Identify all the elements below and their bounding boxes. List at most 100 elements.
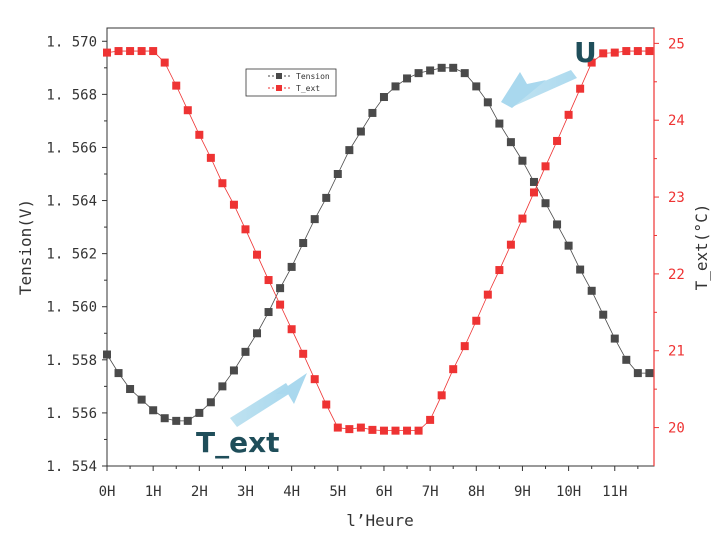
legend-marker-t-ext: [276, 85, 282, 91]
tension-point: [241, 347, 250, 356]
tension-point: [529, 177, 538, 186]
tension-point: [322, 193, 331, 202]
series-tension: [103, 63, 654, 425]
x-tick-label: 8H: [468, 484, 485, 500]
tension-point: [276, 284, 285, 293]
tension-point: [160, 414, 169, 423]
tension-point: [183, 416, 192, 425]
tension-point: [553, 220, 562, 229]
t-ext-point: [645, 47, 654, 56]
tension-point: [218, 382, 227, 391]
annotation-label-u: U: [574, 36, 597, 69]
x-tick-label: 2H: [191, 484, 208, 500]
t-ext-line: [106, 50, 650, 432]
t-ext-point: [495, 266, 504, 275]
legend-label-tension: Tension: [296, 72, 330, 81]
annotation-arrow-u: [501, 70, 577, 108]
tension-point: [114, 369, 123, 378]
t-ext-point: [287, 325, 296, 334]
y-right-tick-label: 25: [668, 36, 685, 52]
x-axis-title: l’Heure: [346, 511, 413, 530]
tension-point: [495, 119, 504, 128]
tension-point: [633, 369, 642, 378]
annotation-label-t-ext: T_ext: [196, 426, 280, 459]
t-ext-point: [345, 425, 354, 434]
tension-point: [622, 355, 631, 364]
t-ext-point: [633, 47, 642, 56]
y-right-tick-label: 24: [668, 113, 685, 129]
annotation-arrow-t-ext: [230, 373, 307, 427]
x-tick-label: 10H: [556, 484, 581, 500]
t-ext-point: [518, 214, 527, 223]
x-tick-label: 0H: [99, 484, 116, 500]
t-ext-point: [356, 423, 365, 432]
tension-point: [426, 66, 435, 75]
t-ext-point: [564, 110, 573, 119]
y-axis-left: 1. 554 1. 556 1. 558 1. 560 1. 562 1. 564 1. 5…: [46, 34, 107, 475]
t-ext-point: [599, 49, 608, 58]
tension-point: [368, 108, 377, 117]
t-ext-point: [333, 423, 342, 432]
x-tick-label: 11H: [602, 484, 627, 500]
tension-point: [391, 82, 400, 91]
tension-point: [195, 408, 204, 417]
t-ext-point: [276, 300, 285, 309]
t-ext-point: [622, 47, 631, 56]
x-tick-label: 6H: [376, 484, 393, 500]
y-right-tick-label: 20: [668, 421, 685, 437]
tension-point: [587, 286, 596, 295]
tension-point: [229, 366, 238, 375]
tension-point: [126, 385, 135, 394]
t-ext-point: [264, 276, 273, 285]
t-ext-point: [437, 391, 446, 400]
tension-point: [264, 308, 273, 317]
t-ext-point: [426, 415, 435, 424]
t-ext-point: [391, 426, 400, 435]
x-tick-label: 7H: [422, 484, 439, 500]
t-ext-point: [103, 48, 111, 57]
y-left-tick-label: 1. 554: [46, 459, 97, 475]
x-tick-label: 3H: [237, 484, 254, 500]
t-ext-point: [403, 426, 412, 435]
tension-point: [206, 398, 215, 407]
t-ext-point: [160, 58, 169, 67]
t-ext-point: [253, 250, 262, 259]
y-right-tick-label: 23: [668, 190, 685, 206]
t-ext-point: [460, 342, 469, 351]
x-axis: 0H 1H 2H 3H 4H 5H 6H 7H 8H 9H 10H 11H: [99, 466, 639, 500]
t-ext-point: [506, 240, 515, 249]
x-tick-label: 4H: [283, 484, 300, 500]
y-axis-right: 20 21 22 23 24 25: [654, 36, 685, 437]
y-left-tick-label: 1. 556: [46, 406, 97, 422]
y-left-tick-label: 1. 560: [46, 300, 97, 316]
tension-point: [518, 156, 527, 165]
t-ext-point: [553, 136, 562, 145]
legend-entry-tension: Tension: [268, 72, 330, 81]
tension-point: [137, 395, 146, 404]
t-ext-point: [541, 162, 550, 171]
tension-point: [149, 406, 158, 415]
x-tick-label: 9H: [514, 484, 531, 500]
tension-point: [356, 127, 365, 136]
tension-point: [299, 239, 308, 248]
tension-point: [541, 199, 550, 208]
y-axis-left-title: Tension(V): [16, 199, 35, 295]
t-ext-point: [241, 225, 250, 234]
tension-point: [645, 369, 654, 378]
tension-point: [403, 74, 412, 83]
t-ext-point: [195, 130, 204, 139]
legend-box: [245, 68, 337, 97]
t-ext-point: [576, 84, 585, 93]
tension-point: [253, 329, 262, 338]
t-ext-point: [137, 47, 146, 56]
t-ext-point: [449, 365, 458, 374]
tension-point: [437, 63, 446, 72]
t-ext-point: [379, 426, 388, 435]
y-left-tick-label: 1. 566: [46, 140, 97, 156]
y-left-tick-label: 1. 564: [46, 194, 97, 210]
t-ext-point: [172, 81, 181, 90]
legend: Tension T_ext: [245, 68, 337, 97]
t-ext-point: [322, 400, 331, 409]
tension-point: [379, 93, 388, 102]
y-left-tick-label: 1. 562: [46, 247, 97, 263]
